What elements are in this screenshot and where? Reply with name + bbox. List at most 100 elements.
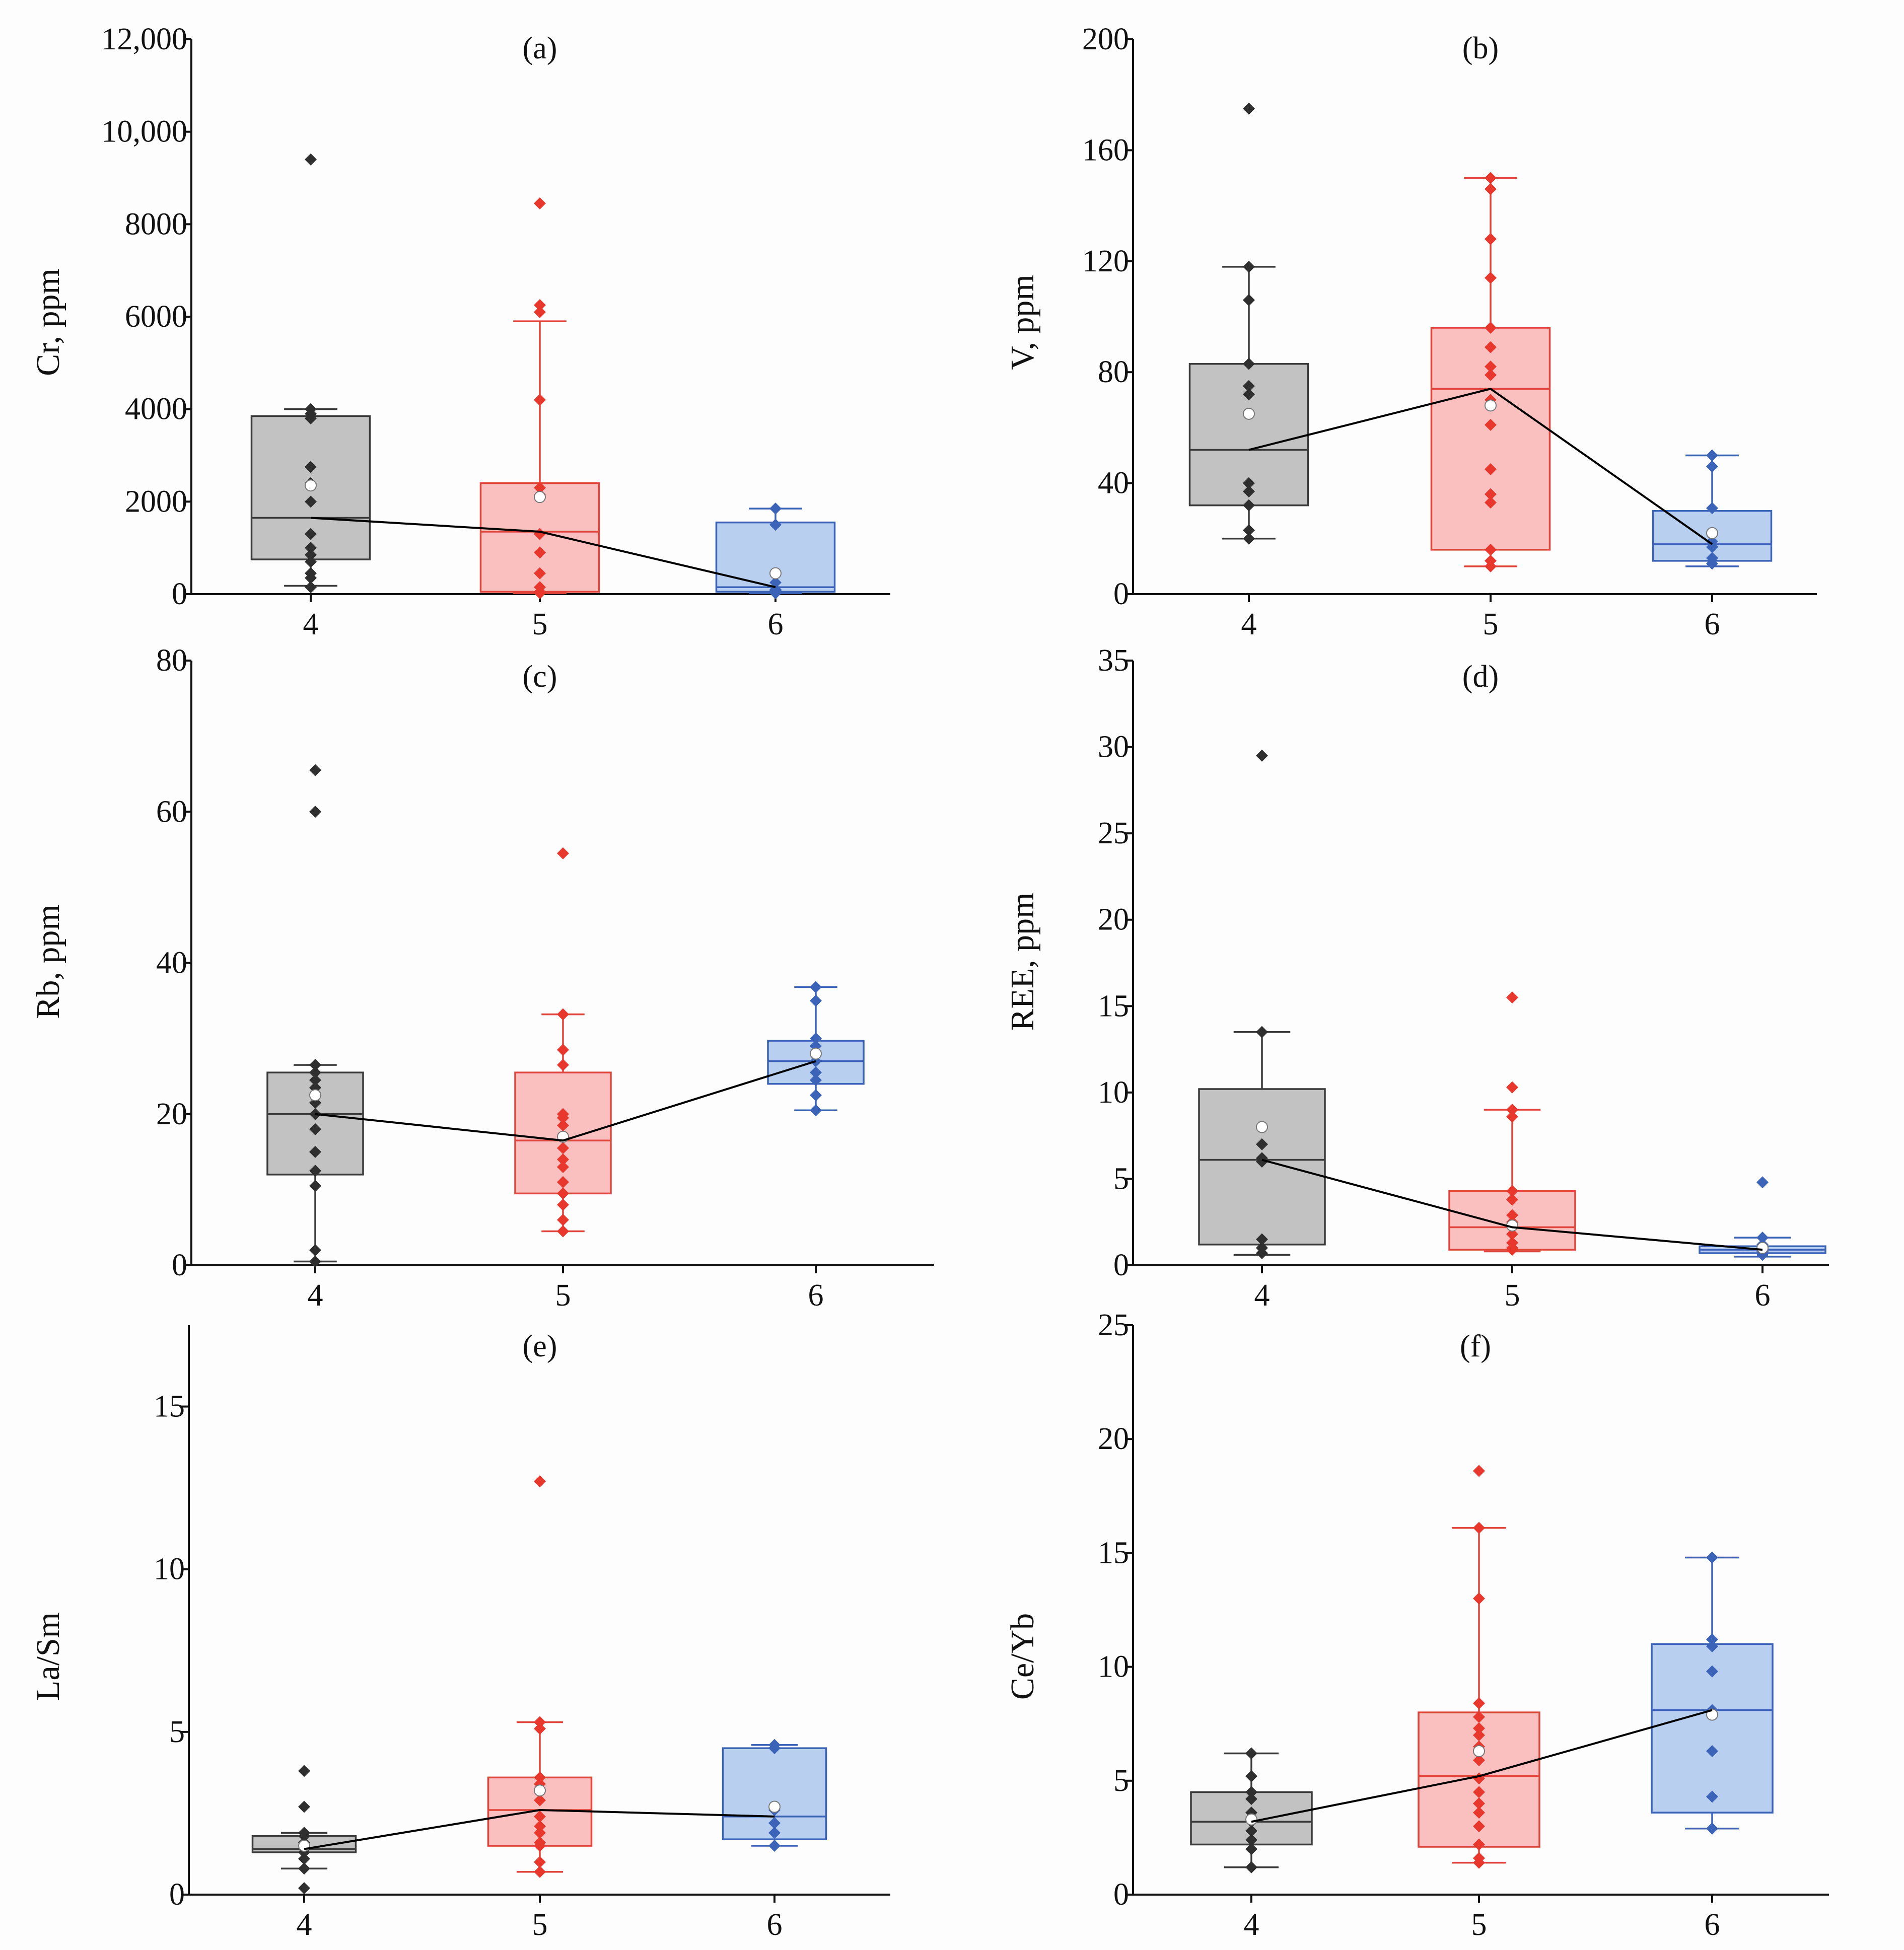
data-point bbox=[305, 555, 317, 568]
data-point bbox=[768, 1840, 781, 1852]
box-group-6 bbox=[1652, 449, 1773, 570]
data-point bbox=[1506, 1185, 1518, 1197]
y-tick-label: 15 bbox=[1098, 1536, 1129, 1570]
panel-label: (e) bbox=[523, 1329, 557, 1363]
data-point bbox=[1706, 541, 1718, 553]
data-point bbox=[309, 764, 321, 776]
data-point bbox=[557, 1112, 569, 1124]
data-point bbox=[1245, 1834, 1257, 1846]
mean-marker bbox=[768, 1800, 781, 1813]
mean-marker bbox=[810, 1047, 822, 1060]
box-group-5 bbox=[487, 1475, 593, 1878]
y-tick-label: 0 bbox=[172, 577, 187, 611]
data-point bbox=[1706, 1790, 1718, 1803]
y-tick-label: 30 bbox=[1098, 730, 1129, 764]
data-point bbox=[1485, 341, 1497, 353]
y-axis-label: Ce/Yb bbox=[1004, 1613, 1041, 1700]
data-point bbox=[557, 1044, 569, 1056]
x-tick-label: 6 bbox=[1705, 607, 1720, 641]
data-point bbox=[1245, 1747, 1257, 1760]
data-point bbox=[1485, 183, 1497, 195]
data-point bbox=[1485, 271, 1497, 284]
x-tick-label: 4 bbox=[1254, 1278, 1270, 1313]
data-point bbox=[1506, 991, 1518, 1004]
panel-label: (a) bbox=[523, 31, 557, 65]
data-point bbox=[534, 1865, 546, 1878]
data-point bbox=[309, 1074, 321, 1087]
median-trend-line bbox=[304, 1809, 775, 1850]
data-point bbox=[557, 1225, 569, 1238]
data-point bbox=[768, 1817, 781, 1829]
data-point bbox=[298, 1830, 310, 1842]
x-tick-label: 4 bbox=[1241, 607, 1257, 641]
y-tick-label: 25 bbox=[1098, 816, 1129, 850]
data-point bbox=[1473, 1465, 1485, 1477]
chart-panel-0: 0 2000 4000 6000 8000 10,000 12,000 4 5 6 (a) Cr, p… bbox=[30, 22, 890, 641]
chart-panel-1: 0 40 80 120 160 200 4 5 6 (b) V, ppm bbox=[1004, 22, 1817, 641]
data-point bbox=[1473, 1711, 1485, 1723]
data-point bbox=[298, 1882, 310, 1895]
data-point bbox=[534, 1840, 546, 1852]
x-tick-label: 5 bbox=[1471, 1908, 1487, 1942]
y-tick-label: 160 bbox=[1082, 133, 1129, 167]
data-point bbox=[1506, 1193, 1518, 1206]
data-point bbox=[1473, 1697, 1485, 1709]
data-point bbox=[1245, 1786, 1257, 1798]
data-point bbox=[1256, 1247, 1268, 1259]
data-point bbox=[1485, 233, 1497, 245]
box-group-4 bbox=[266, 764, 364, 1268]
data-point bbox=[1473, 1729, 1485, 1742]
x-tick-label: 5 bbox=[532, 1908, 548, 1942]
y-tick-label: 0 bbox=[169, 1877, 185, 1912]
y-axis-label: Cr, ppm bbox=[30, 268, 66, 376]
box-group-5 bbox=[1430, 172, 1551, 572]
data-point bbox=[305, 412, 317, 425]
data-point bbox=[1706, 502, 1718, 515]
chart-panel-5: 0 5 10 15 20 25 4 5 6 (f) Ce/Yb bbox=[1004, 1308, 1829, 1942]
data-point bbox=[534, 197, 546, 210]
data-point bbox=[534, 1722, 546, 1735]
data-point bbox=[1473, 1856, 1485, 1869]
mean-marker bbox=[309, 1089, 321, 1102]
data-point bbox=[534, 1716, 546, 1728]
data-point bbox=[1473, 1807, 1485, 1819]
data-point bbox=[534, 299, 546, 312]
mean-marker bbox=[1473, 1745, 1485, 1757]
data-point bbox=[1485, 418, 1497, 431]
data-point bbox=[1473, 1592, 1485, 1605]
y-tick-label: 200 bbox=[1082, 22, 1129, 56]
chart-panel-4: 0 5 10 15 4 5 6 (e) La/Sm bbox=[30, 1325, 890, 1942]
data-point bbox=[1485, 172, 1497, 184]
data-point bbox=[1243, 388, 1255, 401]
data-point bbox=[1485, 488, 1497, 500]
y-tick-label: 12,000 bbox=[102, 22, 188, 56]
y-tick-label: 5 bbox=[1113, 1162, 1129, 1196]
mean-marker bbox=[1756, 1242, 1769, 1254]
data-point bbox=[1243, 357, 1255, 370]
data-point bbox=[810, 1032, 822, 1045]
box-group-6 bbox=[722, 1739, 827, 1852]
data-point bbox=[1485, 322, 1497, 334]
data-point bbox=[1473, 1820, 1485, 1833]
data-point bbox=[305, 581, 317, 594]
data-point bbox=[768, 1742, 781, 1755]
data-point bbox=[557, 1059, 569, 1071]
panel-label: (b) bbox=[1462, 31, 1499, 65]
data-point bbox=[1506, 1081, 1518, 1094]
data-point bbox=[1473, 1786, 1485, 1798]
x-tick-label: 6 bbox=[808, 1278, 824, 1313]
data-point bbox=[1485, 496, 1497, 509]
y-tick-label: 0 bbox=[1113, 1877, 1129, 1912]
data-point bbox=[1485, 463, 1497, 476]
data-point bbox=[534, 306, 546, 318]
data-point bbox=[810, 1066, 822, 1079]
x-tick-label: 6 bbox=[767, 1908, 783, 1942]
y-tick-label: 10 bbox=[1098, 1075, 1129, 1110]
box-group-6 bbox=[767, 981, 865, 1117]
y-tick-label: 4000 bbox=[125, 392, 187, 426]
box-group-4 bbox=[1188, 102, 1309, 545]
data-point bbox=[769, 519, 782, 531]
data-point bbox=[1506, 1104, 1518, 1116]
x-tick-label: 5 bbox=[1505, 1278, 1520, 1313]
data-point bbox=[309, 1059, 321, 1071]
